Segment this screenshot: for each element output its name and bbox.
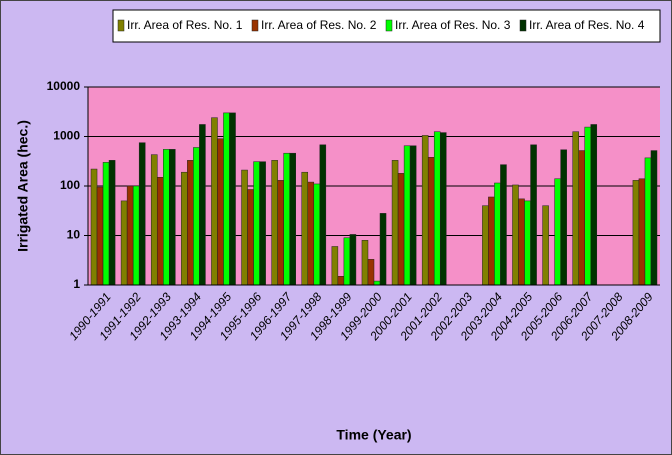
bar [379, 213, 387, 286]
bar [650, 150, 658, 286]
bar [403, 145, 411, 286]
bar [253, 161, 260, 286]
bar [644, 157, 652, 286]
bar [337, 276, 345, 286]
bar [319, 144, 327, 286]
bar [247, 189, 254, 286]
bar [96, 186, 104, 286]
bar [584, 126, 592, 286]
bar [512, 184, 519, 286]
bar [391, 160, 399, 286]
bar [590, 124, 598, 286]
bar [578, 150, 585, 286]
bar [409, 145, 417, 286]
y-tick-label: 1 [73, 277, 80, 291]
bar [169, 149, 176, 286]
bar [397, 173, 405, 286]
x-axis-label: Time (Year) [336, 427, 411, 443]
bar [259, 161, 266, 286]
bar [482, 205, 489, 286]
bar [132, 185, 140, 286]
bar [102, 162, 110, 286]
bar [518, 198, 525, 286]
bar [427, 157, 435, 286]
legend-swatch [519, 19, 527, 32]
legend-swatch [117, 19, 125, 32]
bar [271, 160, 278, 286]
legend-label: Irr. Area of Res. No. 4 [529, 18, 645, 32]
y-tick-label: 1000 [53, 129, 80, 143]
bar [560, 149, 567, 286]
bar [373, 280, 381, 286]
bar [542, 205, 549, 286]
bar [488, 196, 495, 286]
y-tick-label: 10000 [47, 79, 81, 93]
bar [181, 171, 188, 286]
bar [193, 147, 200, 286]
bar [554, 178, 561, 286]
bar [223, 112, 230, 286]
bar [90, 168, 98, 286]
bar [163, 149, 170, 286]
legend-label: Irr. Area of Res. No. 3 [395, 18, 511, 32]
legend-swatch [385, 19, 393, 32]
bar [638, 178, 646, 286]
bar [156, 177, 164, 286]
bar [421, 135, 429, 286]
bar [524, 200, 531, 286]
bar [138, 142, 146, 286]
bar [289, 152, 296, 286]
bar [241, 169, 248, 286]
bar [211, 117, 218, 286]
bar [530, 144, 537, 286]
bar [229, 112, 236, 286]
bar [199, 124, 206, 286]
bar [277, 180, 284, 286]
bar [494, 182, 501, 286]
bar [439, 132, 447, 286]
bar [343, 237, 351, 286]
bar [349, 234, 357, 286]
bar [126, 185, 134, 286]
legend-label: Irr. Area of Res. No. 2 [261, 18, 377, 32]
bar [301, 171, 309, 286]
bar [283, 152, 290, 286]
y-tick-label: 100 [60, 178, 80, 192]
y-axis-label: Irrigated Area (hec.) [15, 120, 31, 252]
bar [331, 246, 339, 286]
bar [187, 160, 194, 286]
bar [500, 164, 507, 286]
bar [150, 154, 158, 286]
bar [367, 259, 375, 286]
y-tick-label: 10 [67, 228, 81, 242]
bar [313, 183, 321, 286]
bar [120, 200, 128, 286]
bar [632, 180, 640, 286]
legend-swatch [251, 19, 259, 32]
bar [361, 240, 369, 286]
bar [307, 181, 315, 286]
bar [108, 160, 116, 286]
bar [572, 131, 579, 286]
bar [433, 131, 441, 286]
bar [217, 138, 224, 286]
legend-label: Irr. Area of Res. No. 1 [127, 18, 243, 32]
